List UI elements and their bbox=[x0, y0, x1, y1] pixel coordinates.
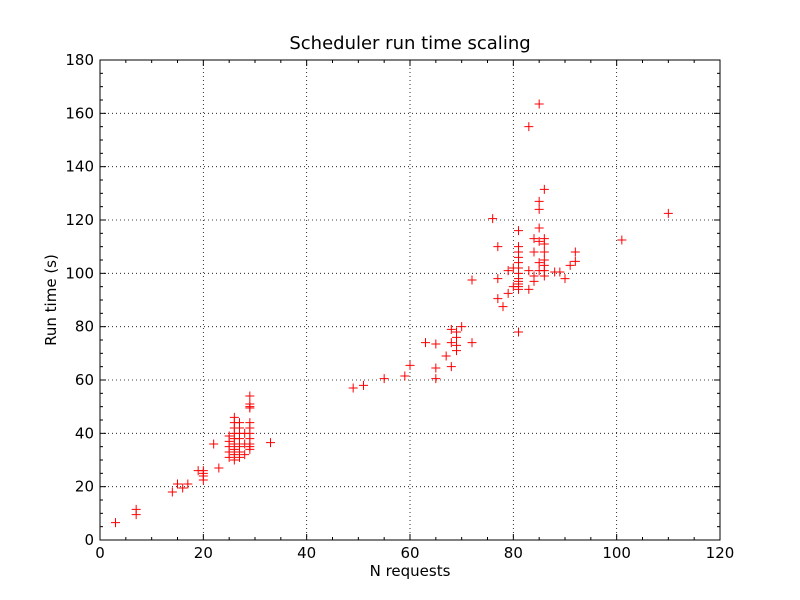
data-point bbox=[198, 466, 208, 476]
y-tick-label: 120 bbox=[65, 211, 94, 229]
data-point bbox=[457, 322, 467, 332]
x-tick-label: 100 bbox=[602, 544, 631, 562]
data-point bbox=[503, 266, 513, 276]
data-point bbox=[359, 380, 368, 390]
data-point bbox=[173, 479, 182, 489]
x-axis-title: N requests bbox=[370, 562, 451, 580]
data-point bbox=[493, 274, 503, 284]
x-tick-label: 80 bbox=[504, 544, 523, 562]
data-point bbox=[266, 438, 275, 448]
data-point bbox=[534, 223, 544, 233]
tick-labels: 0 20 40 60 80 100 120 0 20 40 60 80 100 120 140 160 180 bbox=[65, 51, 734, 562]
data-point bbox=[348, 383, 358, 393]
data-point bbox=[565, 260, 575, 270]
data-point bbox=[514, 242, 523, 252]
y-tick-label: 40 bbox=[75, 424, 94, 442]
data-point bbox=[534, 196, 544, 206]
data-point bbox=[405, 360, 415, 370]
data-point bbox=[663, 208, 673, 218]
y-tick-label: 0 bbox=[84, 531, 94, 549]
data-point bbox=[524, 266, 534, 276]
data-point bbox=[452, 340, 461, 350]
y-axis-title: Run time (s) bbox=[42, 254, 60, 346]
data-point bbox=[570, 247, 580, 257]
data-point bbox=[452, 327, 461, 337]
y-tick-label: 100 bbox=[65, 264, 94, 282]
x-tick-label: 60 bbox=[400, 544, 419, 562]
data-point bbox=[245, 418, 255, 428]
data-point bbox=[379, 374, 389, 384]
y-tick-label: 140 bbox=[65, 158, 94, 176]
x-tick-label: 0 bbox=[95, 544, 105, 562]
data-point bbox=[493, 294, 503, 304]
data-point bbox=[514, 226, 523, 236]
data-point bbox=[539, 247, 549, 257]
data-point bbox=[539, 255, 549, 265]
chart-title: Scheduler run time scaling bbox=[289, 33, 530, 54]
data-point bbox=[446, 362, 456, 372]
data-point bbox=[524, 284, 534, 294]
data-points bbox=[111, 99, 673, 528]
data-point bbox=[498, 302, 508, 312]
y-tick-label: 160 bbox=[65, 104, 94, 122]
data-point bbox=[431, 374, 441, 384]
data-point bbox=[570, 256, 580, 266]
x-tick-label: 20 bbox=[194, 544, 213, 562]
data-point bbox=[446, 324, 456, 334]
data-point bbox=[539, 184, 549, 194]
data-point bbox=[534, 258, 544, 268]
data-point bbox=[446, 338, 456, 348]
data-point bbox=[235, 442, 244, 452]
data-point bbox=[111, 518, 120, 528]
data-point bbox=[534, 99, 544, 109]
data-point bbox=[488, 214, 498, 224]
data-point bbox=[467, 275, 477, 285]
data-point bbox=[209, 439, 219, 449]
data-point bbox=[467, 338, 477, 348]
data-point bbox=[224, 431, 234, 441]
data-point bbox=[421, 338, 430, 348]
plot-frame bbox=[99, 59, 721, 541]
data-point bbox=[617, 235, 627, 245]
data-point bbox=[245, 399, 255, 409]
data-point bbox=[534, 236, 544, 246]
data-point bbox=[503, 288, 513, 298]
data-point bbox=[431, 339, 441, 349]
data-point bbox=[514, 327, 523, 337]
data-point bbox=[240, 450, 250, 460]
x-tick-label: 40 bbox=[297, 544, 316, 562]
data-point bbox=[178, 483, 188, 493]
data-point bbox=[524, 122, 534, 132]
y-tick-label: 20 bbox=[75, 478, 94, 496]
grid-lines bbox=[100, 60, 720, 540]
data-point bbox=[529, 247, 539, 257]
data-point bbox=[245, 391, 255, 401]
data-point bbox=[167, 487, 177, 497]
data-point bbox=[431, 363, 441, 373]
data-point bbox=[229, 412, 239, 422]
data-point bbox=[493, 242, 503, 252]
data-point bbox=[560, 274, 570, 284]
y-tick-label: 60 bbox=[75, 371, 94, 389]
data-point bbox=[529, 271, 539, 281]
data-point bbox=[131, 504, 141, 514]
data-point bbox=[539, 234, 549, 244]
data-point bbox=[534, 204, 544, 214]
data-point bbox=[555, 267, 565, 277]
x-tick-label: 120 bbox=[706, 544, 735, 562]
data-point bbox=[400, 371, 410, 381]
data-point bbox=[235, 418, 244, 428]
data-point bbox=[214, 463, 224, 473]
y-tick-label: 180 bbox=[65, 51, 94, 69]
y-tick-label: 80 bbox=[75, 318, 94, 336]
data-point bbox=[441, 351, 451, 361]
data-point bbox=[529, 234, 539, 244]
data-point bbox=[183, 479, 193, 489]
